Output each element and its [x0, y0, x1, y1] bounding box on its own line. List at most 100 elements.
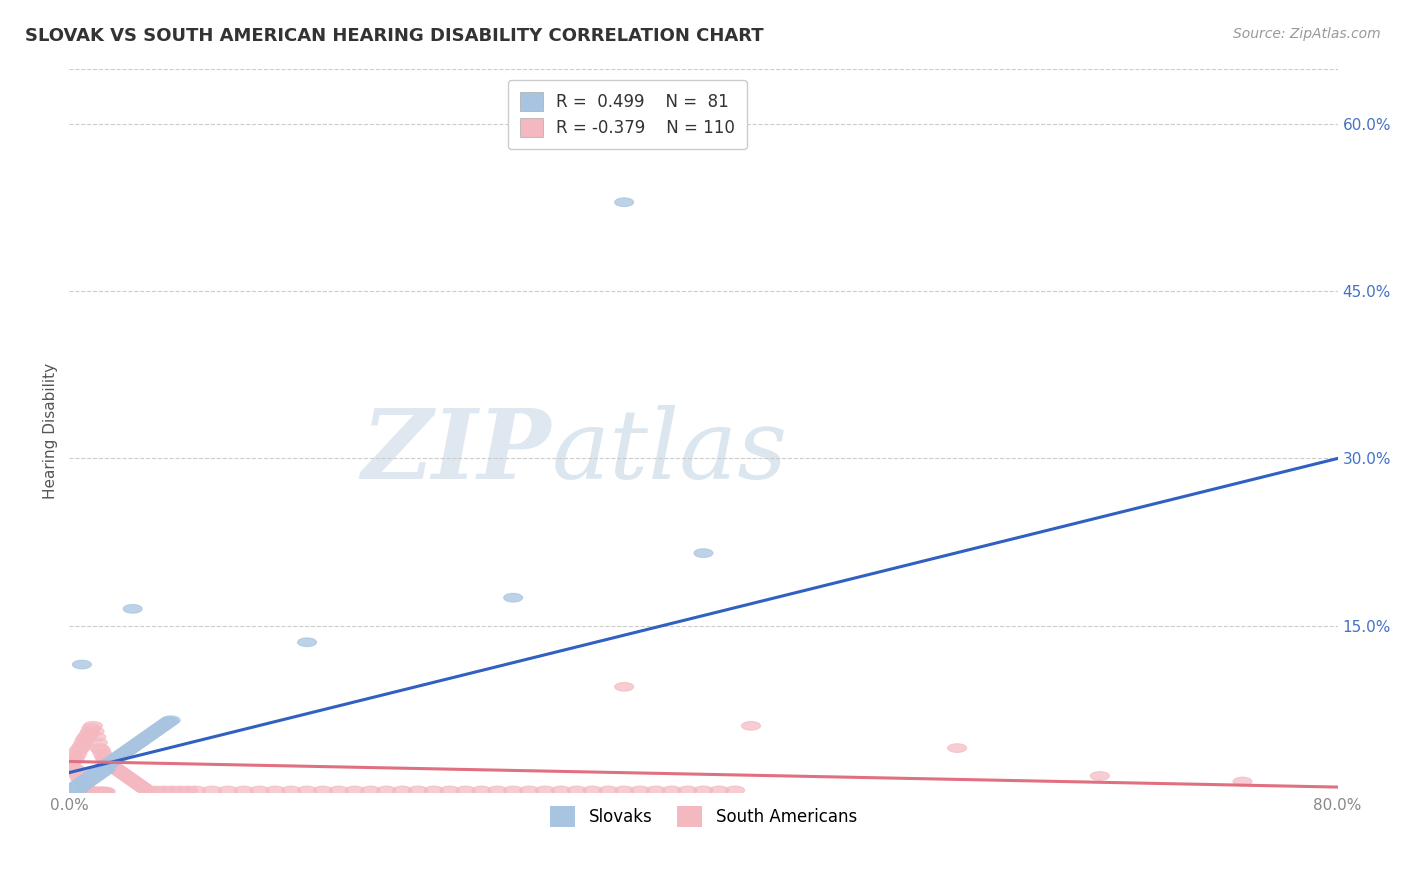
Ellipse shape [93, 749, 112, 758]
Ellipse shape [82, 723, 101, 732]
Ellipse shape [87, 772, 105, 780]
Ellipse shape [75, 780, 93, 789]
Ellipse shape [146, 726, 166, 735]
Ellipse shape [63, 785, 82, 794]
Ellipse shape [93, 788, 112, 796]
Ellipse shape [124, 776, 142, 785]
Ellipse shape [69, 780, 89, 789]
Ellipse shape [695, 786, 713, 795]
Ellipse shape [155, 786, 174, 795]
Ellipse shape [80, 788, 100, 796]
Ellipse shape [89, 739, 107, 747]
Ellipse shape [65, 755, 83, 764]
Ellipse shape [83, 722, 103, 731]
Ellipse shape [142, 730, 162, 738]
Ellipse shape [725, 786, 745, 795]
Ellipse shape [131, 737, 150, 746]
Ellipse shape [77, 732, 96, 741]
Ellipse shape [134, 735, 153, 744]
Ellipse shape [79, 731, 98, 739]
Ellipse shape [329, 786, 349, 795]
Ellipse shape [90, 766, 108, 775]
Ellipse shape [121, 744, 141, 753]
Ellipse shape [107, 754, 127, 763]
Ellipse shape [75, 777, 93, 786]
Ellipse shape [551, 786, 571, 795]
Ellipse shape [66, 753, 86, 762]
Ellipse shape [132, 783, 152, 791]
Ellipse shape [72, 781, 91, 790]
Ellipse shape [72, 779, 91, 787]
Ellipse shape [65, 784, 83, 793]
Ellipse shape [111, 752, 129, 760]
Ellipse shape [710, 786, 728, 795]
Ellipse shape [112, 750, 131, 759]
Ellipse shape [146, 786, 166, 795]
Ellipse shape [70, 744, 90, 753]
Ellipse shape [266, 786, 285, 795]
Ellipse shape [80, 727, 100, 736]
Ellipse shape [70, 780, 90, 789]
Ellipse shape [70, 783, 90, 791]
Ellipse shape [89, 767, 107, 776]
Ellipse shape [472, 786, 491, 795]
Ellipse shape [503, 593, 523, 602]
Ellipse shape [153, 722, 173, 731]
Ellipse shape [129, 739, 149, 747]
Ellipse shape [107, 765, 127, 773]
Ellipse shape [66, 768, 86, 777]
Ellipse shape [125, 741, 143, 750]
Ellipse shape [519, 786, 538, 795]
Ellipse shape [127, 779, 145, 787]
Ellipse shape [647, 786, 665, 795]
Ellipse shape [79, 774, 98, 782]
Ellipse shape [152, 723, 170, 731]
Ellipse shape [80, 776, 100, 785]
Ellipse shape [488, 786, 506, 795]
Ellipse shape [98, 761, 117, 769]
Ellipse shape [121, 775, 141, 784]
Ellipse shape [66, 783, 86, 791]
Ellipse shape [77, 775, 96, 784]
Ellipse shape [100, 759, 118, 768]
Ellipse shape [91, 765, 111, 773]
Ellipse shape [630, 786, 650, 795]
Legend: Slovaks, South Americans: Slovaks, South Americans [541, 798, 865, 835]
Ellipse shape [82, 772, 101, 780]
Ellipse shape [124, 605, 142, 613]
Ellipse shape [90, 788, 108, 796]
Ellipse shape [695, 549, 713, 558]
Ellipse shape [128, 739, 146, 748]
Ellipse shape [179, 786, 198, 795]
Ellipse shape [69, 746, 89, 755]
Ellipse shape [103, 762, 121, 771]
Ellipse shape [162, 716, 180, 724]
Ellipse shape [440, 786, 460, 795]
Text: ZIP: ZIP [361, 405, 551, 500]
Ellipse shape [134, 784, 153, 793]
Ellipse shape [425, 786, 443, 795]
Ellipse shape [139, 731, 157, 740]
Ellipse shape [63, 757, 82, 766]
Ellipse shape [111, 767, 129, 776]
Ellipse shape [86, 727, 104, 736]
Ellipse shape [456, 786, 475, 795]
Ellipse shape [100, 759, 118, 768]
Ellipse shape [115, 748, 134, 757]
Ellipse shape [150, 723, 169, 732]
Y-axis label: Hearing Disability: Hearing Disability [44, 362, 58, 499]
Ellipse shape [187, 786, 205, 795]
Ellipse shape [536, 786, 554, 795]
Ellipse shape [65, 786, 83, 795]
Ellipse shape [76, 780, 94, 789]
Ellipse shape [77, 779, 96, 787]
Ellipse shape [139, 786, 157, 795]
Ellipse shape [75, 739, 93, 747]
Ellipse shape [361, 786, 380, 795]
Ellipse shape [129, 780, 149, 789]
Ellipse shape [80, 772, 100, 781]
Ellipse shape [115, 771, 134, 780]
Ellipse shape [614, 682, 634, 691]
Ellipse shape [67, 784, 87, 793]
Ellipse shape [67, 766, 87, 775]
